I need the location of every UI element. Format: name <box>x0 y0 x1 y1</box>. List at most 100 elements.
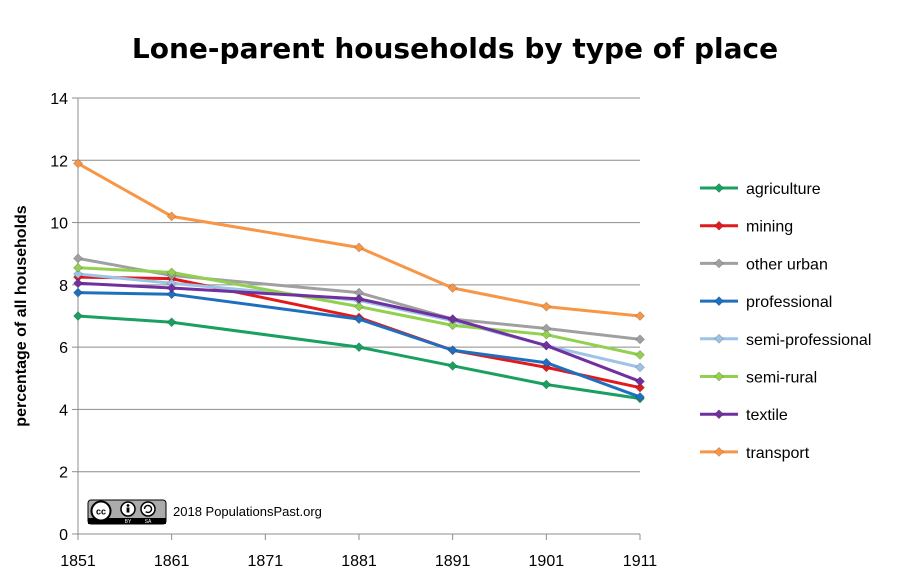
series-textile <box>73 278 645 387</box>
data-point <box>73 278 83 289</box>
legend-marker <box>714 446 724 457</box>
data-point <box>354 314 364 325</box>
cc-license-badge: cc BY SA <box>87 499 167 525</box>
x-tick-label: 1901 <box>529 553 565 570</box>
y-tick-label: 6 <box>59 340 68 357</box>
legend-label: mining <box>746 219 793 236</box>
data-point <box>541 329 552 340</box>
data-point <box>635 311 645 321</box>
data-point <box>635 376 645 387</box>
legend-item: textile <box>700 407 788 424</box>
data-point <box>73 269 83 279</box>
legend-item: professional <box>700 294 832 311</box>
x-tick-label: 1851 <box>60 553 96 570</box>
legend-marker <box>714 220 724 231</box>
legend-label: agriculture <box>746 181 821 198</box>
data-point <box>635 392 645 402</box>
credit-text: 2018 PopulationsPast.org <box>173 504 322 519</box>
y-tick-label: 14 <box>50 91 68 108</box>
series-line <box>77 272 641 369</box>
data-point <box>166 317 177 328</box>
data-point <box>354 301 364 312</box>
legend-label: transport <box>746 445 810 462</box>
sa-label: SA <box>145 519 152 525</box>
data-point <box>541 362 552 373</box>
x-tick-label: 1891 <box>435 553 471 570</box>
data-point <box>73 253 83 264</box>
y-tick-label: 4 <box>59 402 68 419</box>
data-point <box>447 360 458 371</box>
data-point <box>541 357 552 368</box>
data-point <box>447 314 458 325</box>
chart-title: Lone-parent households by type of place <box>132 32 778 65</box>
data-point <box>166 211 177 222</box>
data-point <box>166 289 177 300</box>
legend-label: semi-rural <box>746 370 817 387</box>
y-tick-label: 0 <box>59 527 68 544</box>
x-tick-label: 1871 <box>248 553 284 570</box>
data-point <box>73 311 83 321</box>
y-tick-label: 8 <box>59 278 68 295</box>
x-axis-ticks: 1851 1861 1871 1881 1891 1901 1911 <box>60 534 657 570</box>
legend-label: professional <box>746 294 832 311</box>
legend-item: transport <box>700 445 810 462</box>
legend-label: semi-professional <box>746 332 871 349</box>
x-tick-label: 1881 <box>341 553 377 570</box>
legend-marker <box>714 409 724 420</box>
data-point <box>541 340 552 351</box>
series-line <box>77 291 641 399</box>
y-axis-title: percentage of all households <box>13 205 30 426</box>
series-line <box>77 162 641 318</box>
svg-text:cc: cc <box>96 507 106 517</box>
share-alike-icon <box>140 501 156 517</box>
legend-marker <box>714 296 724 307</box>
y-tick-label: 10 <box>50 216 68 233</box>
data-point <box>541 379 552 390</box>
legend-label: other urban <box>746 256 828 273</box>
y-tick-label: 12 <box>50 153 68 170</box>
data-point <box>73 158 83 169</box>
legend-label: textile <box>746 407 788 424</box>
cc-icon <box>90 500 112 522</box>
series-layer <box>73 158 645 404</box>
x-tick-label: 1911 <box>623 553 658 570</box>
legend-marker <box>714 258 724 269</box>
data-point <box>447 345 458 356</box>
x-tick-label: 1861 <box>154 553 190 570</box>
data-point <box>73 262 83 273</box>
data-point <box>354 342 364 353</box>
legend-item: semi-professional <box>700 332 871 349</box>
series-line <box>77 281 641 383</box>
data-point <box>635 334 645 345</box>
data-point <box>354 293 364 304</box>
data-point <box>635 350 645 360</box>
series-line <box>77 314 641 401</box>
data-point <box>166 283 177 293</box>
legend-marker <box>714 183 724 193</box>
legend: agriculture mining other urban professional… <box>700 181 871 462</box>
gridlines <box>78 97 640 473</box>
legend-item: mining <box>700 219 793 236</box>
data-point <box>166 267 177 278</box>
legend-item: other urban <box>700 256 828 273</box>
series-transport <box>73 158 645 321</box>
series-line <box>77 266 641 357</box>
data-point <box>541 301 552 312</box>
legend-marker <box>714 333 724 344</box>
data-point <box>635 362 645 373</box>
legend-item: agriculture <box>700 181 821 198</box>
legend-marker <box>714 371 724 382</box>
legend-item: semi-rural <box>700 370 817 387</box>
series-agriculture <box>73 311 645 404</box>
data-point <box>635 382 645 393</box>
by-label: BY <box>125 519 132 525</box>
y-tick-label: 2 <box>59 465 68 482</box>
data-point <box>447 320 458 331</box>
data-point <box>73 287 83 298</box>
data-point <box>447 283 458 293</box>
y-axis-ticks: 0 2 4 6 8 10 12 14 <box>50 91 78 544</box>
series-professional <box>73 287 645 402</box>
series-semi-rural <box>73 262 645 360</box>
data-point <box>354 242 364 253</box>
